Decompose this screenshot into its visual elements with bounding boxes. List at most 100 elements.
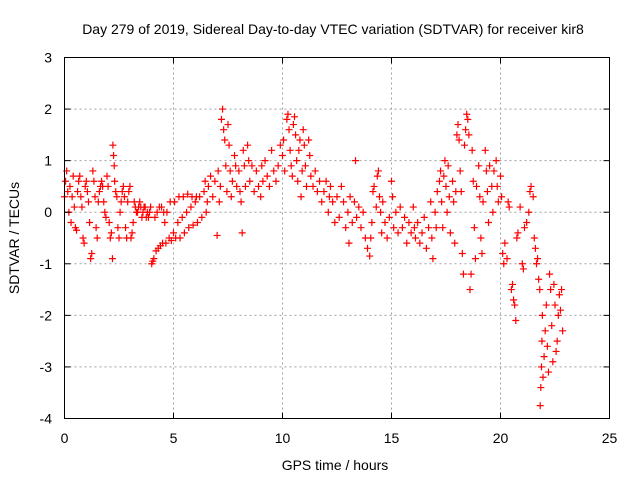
data-point bbox=[221, 136, 229, 144]
data-point bbox=[110, 162, 118, 170]
data-point bbox=[322, 177, 330, 185]
data-point bbox=[359, 208, 367, 216]
data-point bbox=[534, 255, 542, 263]
data-point bbox=[300, 141, 308, 149]
data-point bbox=[295, 146, 303, 154]
data-point bbox=[64, 188, 72, 196]
data-point bbox=[405, 219, 413, 227]
data-point bbox=[469, 177, 477, 185]
data-point bbox=[80, 239, 88, 247]
data-point bbox=[381, 219, 389, 227]
data-point bbox=[223, 188, 231, 196]
data-point bbox=[418, 229, 426, 237]
data-point bbox=[287, 162, 295, 170]
data-point bbox=[458, 249, 466, 257]
data-point bbox=[498, 193, 506, 201]
data-point bbox=[102, 213, 110, 221]
data-point bbox=[227, 193, 235, 201]
data-point bbox=[523, 219, 531, 227]
data-point bbox=[325, 193, 333, 201]
data-point bbox=[203, 198, 211, 206]
data-point bbox=[147, 203, 155, 211]
data-point bbox=[450, 198, 458, 206]
data-point bbox=[79, 234, 87, 242]
y-tick-label: 3 bbox=[44, 50, 52, 66]
data-point bbox=[146, 208, 154, 216]
data-point bbox=[108, 255, 116, 263]
data-point bbox=[507, 286, 515, 294]
data-point bbox=[410, 224, 418, 232]
data-point bbox=[329, 198, 337, 206]
data-point bbox=[543, 342, 551, 350]
data-point bbox=[508, 280, 516, 288]
data-point bbox=[468, 146, 476, 154]
data-point bbox=[427, 198, 435, 206]
data-point bbox=[369, 188, 377, 196]
data-point bbox=[250, 188, 258, 196]
data-point bbox=[454, 121, 462, 129]
data-point bbox=[204, 182, 212, 190]
data-point bbox=[66, 182, 74, 190]
data-point bbox=[225, 141, 233, 149]
data-point bbox=[455, 136, 463, 144]
data-point bbox=[497, 172, 504, 180]
data-point bbox=[124, 198, 132, 206]
data-point bbox=[309, 182, 317, 190]
data-point bbox=[272, 177, 280, 185]
data-point bbox=[136, 198, 144, 206]
chart-title: Day 279 of 2019, Sidereal Day-to-day VTE… bbox=[82, 21, 584, 37]
data-point bbox=[78, 203, 86, 211]
data-point bbox=[281, 167, 289, 175]
data-point bbox=[231, 151, 239, 159]
data-point bbox=[445, 193, 453, 201]
data-point bbox=[279, 151, 286, 159]
data-point bbox=[238, 229, 246, 237]
data-point bbox=[451, 239, 459, 247]
data-point bbox=[180, 229, 188, 237]
data-point bbox=[553, 337, 561, 345]
data-point bbox=[554, 311, 562, 319]
data-point bbox=[263, 172, 271, 180]
data-point bbox=[293, 157, 301, 165]
data-point bbox=[425, 224, 433, 232]
data-point bbox=[352, 157, 360, 165]
data-point bbox=[294, 177, 302, 185]
data-point bbox=[289, 121, 297, 129]
data-point bbox=[392, 208, 400, 216]
axis-ticks bbox=[64, 57, 610, 419]
data-point bbox=[101, 208, 109, 216]
data-point bbox=[77, 193, 85, 201]
data-point bbox=[69, 172, 77, 180]
data-point bbox=[220, 126, 228, 134]
data-point bbox=[470, 224, 478, 232]
data-point bbox=[333, 193, 341, 201]
data-point bbox=[68, 193, 76, 201]
data-point bbox=[226, 167, 234, 175]
x-tick-label: 25 bbox=[602, 430, 618, 446]
data-point bbox=[516, 203, 524, 211]
data-point bbox=[185, 224, 193, 232]
data-point bbox=[127, 234, 135, 242]
data-point bbox=[128, 229, 136, 237]
data-point bbox=[526, 188, 534, 196]
x-axis-label: GPS time / hours bbox=[282, 457, 389, 473]
data-point bbox=[217, 115, 225, 123]
data-point bbox=[302, 182, 310, 190]
data-point bbox=[116, 208, 124, 216]
data-point bbox=[473, 182, 481, 190]
data-point bbox=[486, 162, 494, 170]
data-point bbox=[307, 172, 315, 180]
data-point bbox=[213, 231, 221, 239]
data-point bbox=[90, 177, 98, 185]
data-point bbox=[514, 229, 522, 237]
data-point bbox=[366, 252, 374, 260]
data-point bbox=[355, 203, 363, 211]
y-tick-label: -3 bbox=[40, 359, 53, 375]
data-point bbox=[114, 224, 122, 232]
data-point bbox=[510, 296, 518, 304]
data-point bbox=[370, 182, 378, 190]
data-point bbox=[344, 208, 352, 216]
data-point bbox=[457, 188, 465, 196]
data-point bbox=[550, 280, 558, 288]
